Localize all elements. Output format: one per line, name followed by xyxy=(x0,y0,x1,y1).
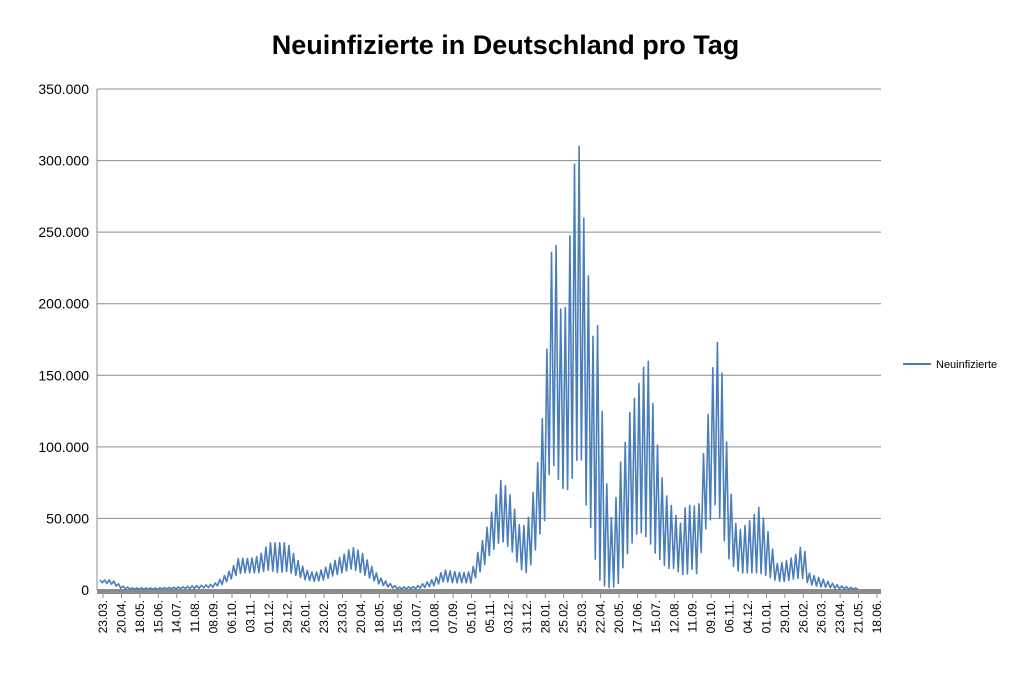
x-axis-line xyxy=(97,589,881,594)
x-tick-label: 11.09. xyxy=(686,600,700,632)
x-tick-label: 04.12. xyxy=(741,600,755,633)
x-tick-label: 22.04. xyxy=(594,600,608,633)
x-tick-label: 13.07. xyxy=(409,600,423,633)
x-tick-label: 08.09. xyxy=(207,600,221,633)
x-tick-label: 29.01. xyxy=(778,600,792,633)
x-tick-label: 07.09. xyxy=(446,600,460,633)
x-tick-label: 26.02. xyxy=(796,600,810,633)
x-tick-label: 01.12. xyxy=(262,600,276,633)
x-tick-label: 06.11. xyxy=(723,600,737,632)
x-tick-label: 23.02. xyxy=(317,600,331,633)
y-tick-label: 200.000 xyxy=(38,296,89,312)
x-tick-label: 01.01. xyxy=(759,600,773,633)
y-tick-label: 0 xyxy=(81,582,89,598)
y-axis: 0 50.000 100.000 150.000 200.000 250.000 300.0… xyxy=(38,81,98,598)
x-tick-label: 09.10. xyxy=(704,600,718,633)
x-tick-label: 20.04. xyxy=(114,600,128,633)
legend: Neuinfizierte xyxy=(903,359,997,371)
x-axis: 23.03. 20.04. 18.05. 15.06. 14.07. 11.08. 08.0… xyxy=(96,589,884,633)
x-tick-label: 23.03. xyxy=(96,600,110,633)
legend-label: Neuinfizierte xyxy=(936,359,997,371)
x-tick-label: 18.06. xyxy=(870,600,884,633)
y-tick-label: 100.000 xyxy=(38,439,89,455)
x-tick-label: 10.08. xyxy=(428,600,442,633)
x-tick-label: 29.12. xyxy=(280,600,294,633)
y-tick-label: 350.000 xyxy=(38,81,89,97)
x-tick-label: 11.08. xyxy=(188,600,202,632)
x-tick-label: 18.05. xyxy=(372,600,386,633)
x-tick-label: 25.03. xyxy=(575,600,589,633)
x-tick-label: 14.07. xyxy=(170,600,184,633)
x-tick-label: 23.03. xyxy=(336,600,350,633)
x-tick-label: 25.02. xyxy=(557,600,571,633)
x-tick-label: 05.10. xyxy=(465,600,479,633)
x-tick-label: 23.04. xyxy=(833,600,847,633)
y-tick-label: 150.000 xyxy=(38,367,89,383)
x-tick-label: 15.06. xyxy=(151,600,165,633)
x-tick-label: 05.11. xyxy=(483,600,497,632)
series-line-neuinfizierte xyxy=(99,145,859,591)
x-tick-label: 17.06. xyxy=(630,600,644,633)
x-tick-label: 15.06. xyxy=(391,600,405,633)
x-tick-label: 12.08. xyxy=(667,600,681,633)
x-tick-label: 18.05. xyxy=(133,600,147,633)
x-tick-label: 06.10. xyxy=(225,600,239,633)
chart-title: Neuinfizierte in Deutschland pro Tag xyxy=(271,30,740,60)
x-tick-label: 21.05. xyxy=(852,600,866,633)
x-tick-label: 20.05. xyxy=(612,600,626,633)
y-tick-label: 50.000 xyxy=(46,510,89,526)
x-tick-label: 03.12. xyxy=(501,600,515,633)
x-tick-label: 26.01. xyxy=(299,600,313,633)
series-layer xyxy=(99,145,859,591)
x-tick-label: 26.03. xyxy=(815,600,829,633)
x-tick-label: 28.01. xyxy=(538,600,552,633)
y-tick-label: 300.000 xyxy=(38,153,89,169)
y-tick-label: 250.000 xyxy=(38,224,89,240)
x-tick-label: 15.07. xyxy=(649,600,663,633)
x-tick-label: 03.11. xyxy=(243,600,257,632)
x-tick-label: 20.04. xyxy=(354,600,368,633)
gridlines xyxy=(97,88,881,519)
x-tick-label: 31.12. xyxy=(520,600,534,633)
